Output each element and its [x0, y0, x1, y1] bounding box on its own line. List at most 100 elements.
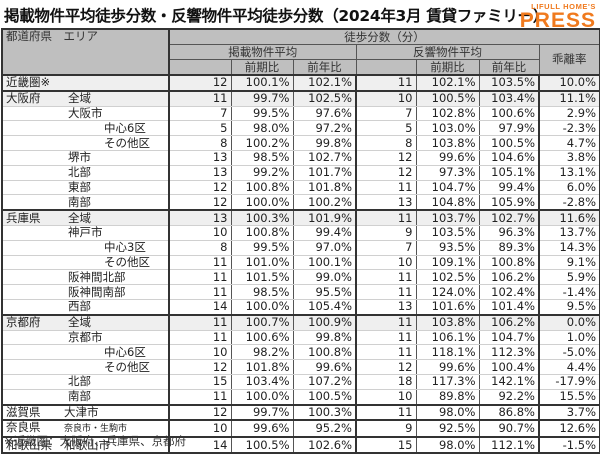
listed-minutes: 7	[169, 106, 232, 122]
row-region: 京都市	[2, 330, 170, 346]
table-row: 東部 12 100.8% 101.8% 11 104.7% 99.4% 6.0%	[2, 180, 600, 196]
row-region: 中心3区	[2, 240, 170, 256]
inquiry-qoq: 89.8%	[416, 389, 480, 406]
listed-minutes: 10	[169, 225, 232, 241]
listed-qoq: 99.2%	[231, 165, 294, 181]
listed-qoq: 98.2%	[231, 344, 294, 361]
inquiry-yoy: 101.4%	[479, 299, 540, 316]
header-inquiry-yoy: 前年比	[478, 59, 540, 76]
inquiry-qoq: 103.5%	[416, 225, 480, 241]
divergence-rate: 11.1%	[539, 89, 600, 107]
inquiry-minutes: 13	[356, 194, 417, 211]
inquiry-minutes: 12	[356, 150, 417, 166]
inquiry-qoq: 93.5%	[416, 240, 480, 256]
listed-yoy: 102.7%	[293, 150, 357, 166]
listed-minutes: 11	[169, 389, 232, 406]
inquiry-minutes: 13	[356, 299, 417, 316]
inquiry-yoy: 92.2%	[479, 389, 540, 406]
divergence-rate: 9.1%	[539, 255, 600, 271]
row-region: 滋賀県 大津市	[2, 403, 170, 421]
row-region: 西部	[2, 299, 170, 316]
inquiry-minutes: 10	[356, 389, 417, 406]
listed-minutes: 11	[169, 330, 232, 346]
listed-minutes: 5	[169, 120, 232, 137]
inquiry-minutes: 11	[356, 313, 417, 331]
prefecture-label: 兵庫県	[6, 210, 41, 225]
inquiry-yoy: 106.2%	[479, 269, 540, 286]
inquiry-minutes: 18	[356, 374, 417, 390]
area-label: 京都市	[68, 330, 103, 344]
inquiry-yoy: 100.4%	[479, 359, 540, 375]
row-region: 京都府 全域	[2, 313, 170, 331]
listed-qoq: 100.3%	[231, 209, 294, 226]
inquiry-qoq: 98.0%	[416, 403, 480, 421]
inquiry-qoq: 100.5%	[416, 89, 480, 107]
area-label: 中心3区	[104, 240, 146, 255]
listed-qoq: 101.0%	[231, 255, 294, 271]
header-listed-yoy: 前年比	[292, 59, 357, 76]
area-label: 阪神間南部	[68, 284, 126, 299]
area-label: 大津市	[64, 404, 99, 419]
listed-qoq: 101.5%	[231, 269, 294, 286]
listed-yoy: 107.2%	[293, 374, 357, 390]
area-label: 阪神間北部	[68, 269, 126, 284]
area-label: 南部	[68, 389, 91, 404]
table-row: 奈良県 奈良市・生駒市 10 99.6% 95.2% 9 92.5% 90.7% 12.6%	[2, 419, 600, 438]
listed-minutes: 12	[169, 74, 232, 92]
inquiry-yoy: 104.6%	[479, 150, 540, 166]
row-region: 神戸市	[2, 225, 170, 241]
header-listed-avg: 掲載物件平均	[168, 44, 357, 60]
divergence-rate: 13.7%	[539, 225, 600, 241]
listed-qoq: 98.5%	[231, 150, 294, 166]
divergence-rate: -17.9%	[539, 374, 600, 390]
divergence-rate: 0.0%	[539, 313, 600, 331]
divergence-rate: 2.9%	[539, 106, 600, 122]
inquiry-qoq: 124.0%	[416, 284, 480, 300]
listed-minutes: 12	[169, 194, 232, 211]
listed-yoy: 97.6%	[293, 106, 357, 122]
divergence-rate: -2.8%	[539, 194, 600, 211]
table-row: 中心6区 10 98.2% 100.8% 11 118.1% 112.3% -5.0%	[2, 344, 600, 361]
table-row: 大阪市 7 99.5% 97.6% 7 102.8% 100.6% 2.9%	[2, 106, 600, 122]
table-row: 神戸市 10 100.8% 99.4% 9 103.5% 96.3% 13.7%	[2, 225, 600, 241]
table-row: 南部 12 100.0% 100.2% 13 104.8% 105.9% -2.8%	[2, 194, 600, 211]
listed-yoy: 100.9%	[293, 313, 357, 331]
area-label: 神戸市	[68, 225, 103, 240]
header-divergence: 乖離率	[538, 44, 600, 76]
inquiry-qoq: 104.7%	[416, 180, 480, 196]
area-label: 全域	[68, 315, 91, 330]
table-row: 兵庫県 全域 13 100.3% 101.9% 11 103.7% 102.7% 11.6%	[2, 209, 600, 226]
logo-bottom-text: PRESS	[519, 9, 596, 32]
listed-qoq: 103.4%	[231, 374, 294, 390]
inquiry-yoy: 112.3%	[479, 344, 540, 361]
inquiry-yoy: 105.1%	[479, 165, 540, 181]
listed-minutes: 15	[169, 374, 232, 390]
row-region: 中心6区	[2, 344, 170, 361]
header-inquiry-avg: 反響物件平均	[355, 44, 540, 60]
listed-yoy: 99.0%	[293, 269, 357, 286]
inquiry-yoy: 104.7%	[479, 330, 540, 346]
area-label: 北部	[68, 165, 91, 180]
walk-minutes-table: 都道府県 エリア 徒歩分数（分） 掲載物件平均 反響物件平均 乖離率 前期比 前…	[1, 28, 600, 454]
inquiry-qoq: 103.8%	[416, 313, 480, 331]
listed-qoq: 100.5%	[231, 436, 294, 454]
divergence-rate: 3.7%	[539, 403, 600, 421]
inquiry-yoy: 100.8%	[479, 255, 540, 271]
inquiry-qoq: 92.5%	[416, 419, 480, 438]
header-region: 都道府県 エリア	[1, 28, 170, 76]
table-row: 南部 11 100.0% 100.5% 10 89.8% 92.2% 15.5%	[2, 389, 600, 406]
inquiry-yoy: 90.7%	[479, 419, 540, 438]
area-label: 西部	[68, 299, 91, 314]
table-row: 阪神間南部 11 98.5% 95.5% 11 124.0% 102.4% -1.4%	[2, 284, 600, 300]
inquiry-yoy: 105.9%	[479, 194, 540, 211]
row-region: その他区	[2, 255, 170, 271]
listed-qoq: 101.8%	[231, 359, 294, 375]
table-row: 北部 15 103.4% 107.2% 18 117.3% 142.1% -17.9%	[2, 374, 600, 390]
header-inquiry-qoq: 前期比	[415, 59, 480, 76]
table-row: 近畿圏※ 12 100.1% 102.1% 11 102.1% 103.5% 10.0%	[2, 74, 600, 92]
inquiry-yoy: 106.2%	[479, 313, 540, 331]
listed-minutes: 8	[169, 240, 232, 256]
divergence-rate: 5.9%	[539, 269, 600, 286]
listed-yoy: 100.8%	[293, 344, 357, 361]
inquiry-qoq: 102.8%	[416, 106, 480, 122]
